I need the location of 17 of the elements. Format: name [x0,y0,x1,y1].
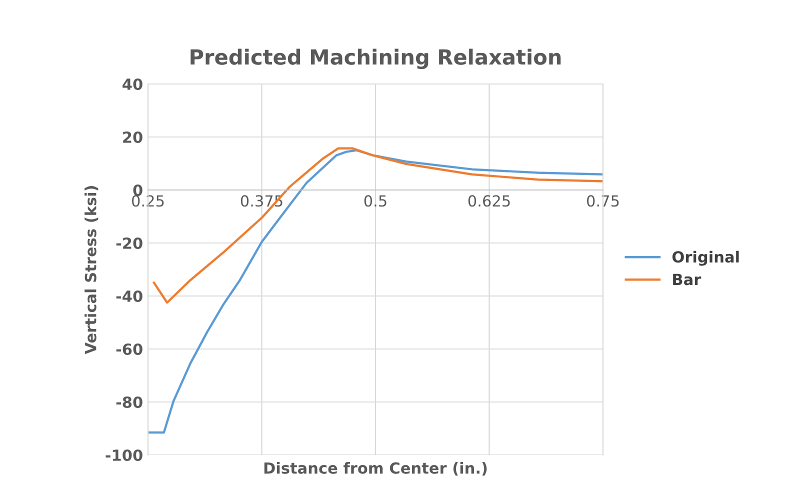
y-axis-title: Vertical Stress (ksi) [84,186,98,354]
x-tick-label: 0.625 [468,195,510,207]
y-tick-label: -40 [116,290,142,302]
x-tick-label: 0.75 [587,195,619,207]
y-tick-label: -60 [116,343,142,356]
y-tick-label: 40 [122,78,142,90]
y-tick-label: 0 [133,184,142,196]
x-tick-label: 0.25 [132,195,164,207]
y-tick-label: -100 [106,449,142,462]
x-tick-label: 0.5 [364,195,386,207]
y-tick-label: -80 [116,396,142,408]
legend-label: Bar [673,274,702,286]
x-axis-title: Distance from Center (in.) [264,462,487,476]
y-tick-label: 20 [123,131,142,144]
y-tick-label: -20 [116,237,142,250]
legend-label: Original [672,250,739,266]
chart-title: Predicted Machining Relaxation [190,48,561,70]
